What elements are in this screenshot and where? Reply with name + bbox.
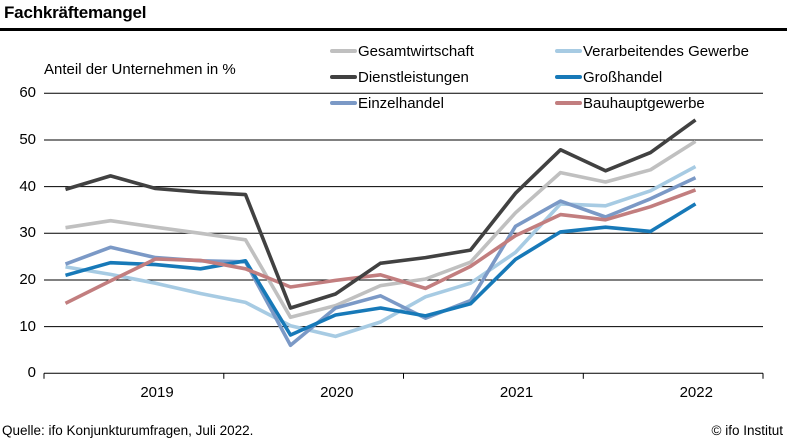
y-tick-label: 60 bbox=[19, 84, 36, 102]
x-year-label: 2020 bbox=[320, 384, 354, 401]
legend-label: Großhandel bbox=[583, 68, 663, 86]
legend-label: Einzelhandel bbox=[358, 94, 444, 112]
y-tick-label: 20 bbox=[19, 270, 36, 288]
series-line-gro-handel bbox=[65, 202, 697, 337]
legend-item-bauhauptgewerbe: Bauhauptgewerbe bbox=[555, 90, 749, 116]
series-line-gesamtwirtschaft bbox=[65, 139, 697, 320]
legend-label: Verarbeitendes Gewerbe bbox=[583, 42, 749, 60]
y-axis-title: Anteil der Unternehmen in % bbox=[44, 61, 236, 78]
legend-label: Bauhauptgewerbe bbox=[583, 94, 705, 112]
x-year-label: 2021 bbox=[499, 384, 534, 401]
page-title: Fachkräftemangel bbox=[4, 3, 147, 22]
legend-label: Dienstleistungen bbox=[358, 68, 469, 86]
y-tick-label: 50 bbox=[19, 130, 36, 148]
legend-item-verarbeitendes-gewerbe: Verarbeitendes Gewerbe bbox=[555, 38, 749, 64]
legend-line-swatch bbox=[555, 49, 582, 53]
legend-line-swatch bbox=[330, 75, 357, 79]
series-line-dienstleistungen bbox=[64, 118, 697, 310]
legend-column-2: Verarbeitendes Gewerbe Großhandel Bauhaupt… bbox=[555, 38, 749, 116]
legend-line-swatch bbox=[555, 101, 582, 105]
legend-line-swatch bbox=[555, 75, 582, 79]
legend-item-gesamtwirtschaft: Gesamtwirtschaft bbox=[330, 38, 474, 64]
copyright-note: © ifo Institut bbox=[711, 423, 783, 438]
legend-line-swatch bbox=[330, 101, 357, 105]
x-year-label: 2019 bbox=[140, 384, 174, 401]
x-year-label: 2022 bbox=[679, 384, 713, 401]
series-line-verarbeitendes-gewerbe bbox=[65, 165, 697, 339]
y-tick-label: 40 bbox=[19, 177, 36, 195]
source-note: Quelle: ifo Konjunkturumfragen, Juli 202… bbox=[2, 423, 254, 438]
legend-item-einzelhandel: Einzelhandel bbox=[330, 90, 474, 116]
y-tick-label: 0 bbox=[27, 364, 36, 382]
legend-column-1: Gesamtwirtschaft Dienstleistungen Einzelha… bbox=[330, 38, 474, 116]
legend-label: Gesamtwirtschaft bbox=[358, 42, 474, 60]
series-line-bauhauptgewerbe bbox=[64, 188, 697, 305]
legend-line-swatch bbox=[330, 49, 357, 53]
legend-item-gro-handel: Großhandel bbox=[555, 64, 749, 90]
legend-item-dienstleistungen: Dienstleistungen bbox=[330, 64, 474, 90]
y-tick-label: 30 bbox=[19, 224, 36, 242]
title-rule bbox=[0, 28, 787, 31]
y-tick-label: 10 bbox=[19, 317, 36, 335]
